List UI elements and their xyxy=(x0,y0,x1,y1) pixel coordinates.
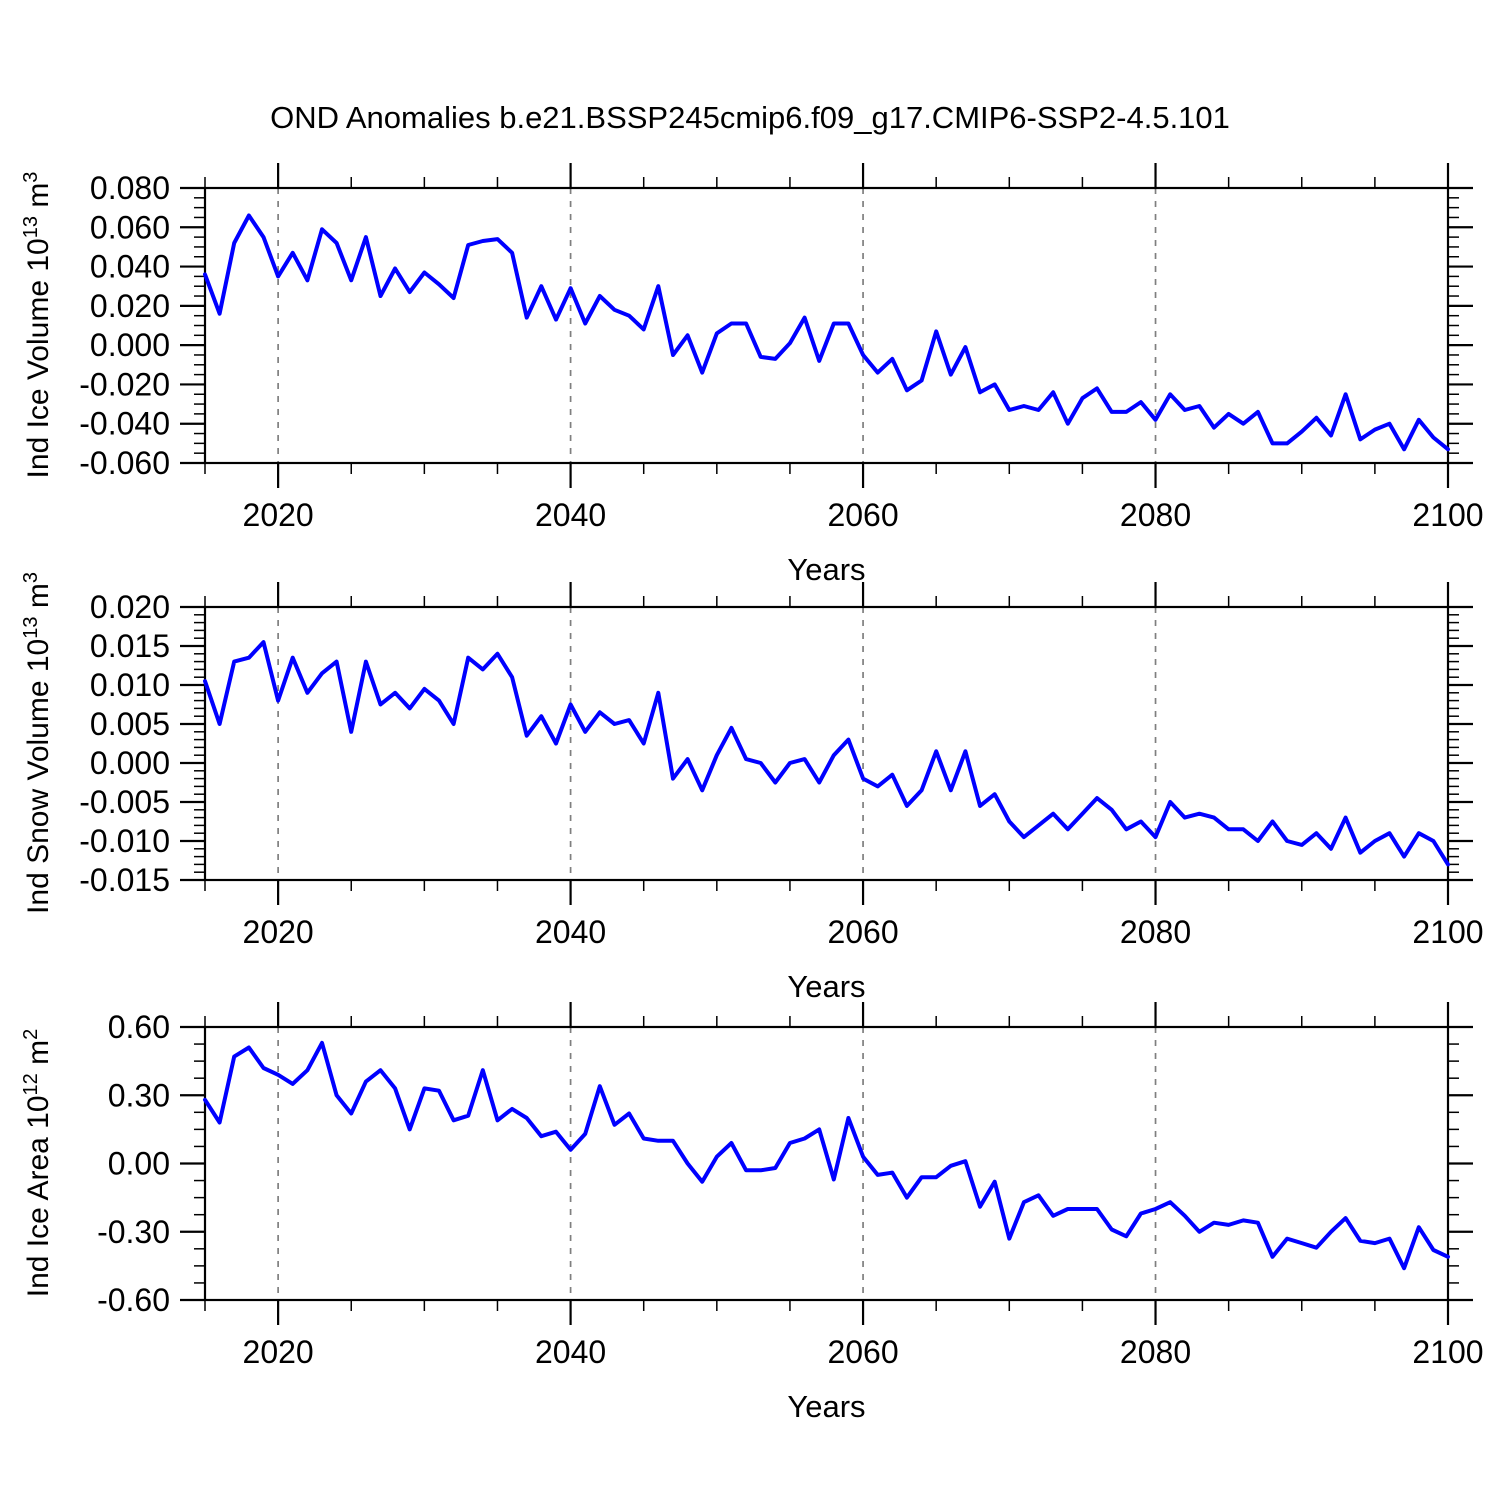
x-tick-label: 2100 xyxy=(1412,914,1483,950)
panel-frame xyxy=(203,186,1450,465)
series-line xyxy=(203,213,1450,452)
y-tick-label: -0.015 xyxy=(79,862,170,898)
y-tick-label: -0.040 xyxy=(79,406,170,442)
y-tick-label: 0.020 xyxy=(90,589,170,625)
y-tick-label: 0.040 xyxy=(90,249,170,285)
y-tick-label: -0.010 xyxy=(79,823,170,859)
panel-frame xyxy=(203,1025,1450,1302)
x-tick-label: 2020 xyxy=(243,1334,314,1370)
y-tick-label: 0.60 xyxy=(108,1009,170,1045)
x-axis-title: Years xyxy=(787,969,865,1004)
y-tick-label: 0.060 xyxy=(90,209,170,245)
y-tick-label: 0.010 xyxy=(90,667,170,703)
chart-title: OND Anomalies b.e21.BSSP245cmip6.f09_g17… xyxy=(270,100,1230,135)
x-tick-label: 2080 xyxy=(1120,1334,1191,1370)
x-tick-label: 2040 xyxy=(535,497,606,533)
y-tick-label: 0.005 xyxy=(90,706,170,742)
x-tick-label: 2020 xyxy=(243,497,314,533)
y-tick-label: -0.020 xyxy=(79,366,170,402)
x-tick-label: 2100 xyxy=(1412,1334,1483,1370)
panel-frame xyxy=(203,605,1450,882)
y-tick-label: 0.020 xyxy=(90,288,170,324)
y-tick-label: 0.00 xyxy=(108,1146,170,1182)
y-tick-label: -0.30 xyxy=(97,1214,170,1250)
y-tick-label: -0.60 xyxy=(97,1282,170,1318)
x-axis-title: Years xyxy=(787,1389,865,1424)
y-tick-label: 0.30 xyxy=(108,1077,170,1113)
y-tick-label: 0.015 xyxy=(90,628,170,664)
y-tick-label: -0.005 xyxy=(79,784,170,820)
x-tick-label: 2080 xyxy=(1120,914,1191,950)
x-tick-label: 2040 xyxy=(535,914,606,950)
series-line xyxy=(203,1040,1450,1271)
x-tick-label: 2060 xyxy=(827,1334,898,1370)
series-line xyxy=(203,640,1450,867)
x-tick-label: 2020 xyxy=(243,914,314,950)
y-tick-label: 0.000 xyxy=(90,745,170,781)
x-tick-label: 2060 xyxy=(827,497,898,533)
x-axis-title: Years xyxy=(787,552,865,587)
x-tick-label: 2060 xyxy=(827,914,898,950)
y-tick-label: 0.080 xyxy=(90,170,170,206)
x-tick-label: 2080 xyxy=(1120,497,1191,533)
y-tick-label: -0.060 xyxy=(79,445,170,481)
x-tick-label: 2040 xyxy=(535,1334,606,1370)
x-tick-label: 2100 xyxy=(1412,497,1483,533)
y-tick-label: 0.000 xyxy=(90,327,170,363)
